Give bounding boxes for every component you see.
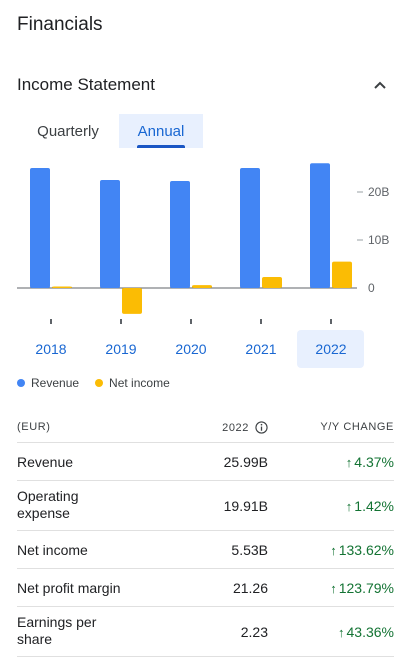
x-tick-mark xyxy=(120,319,122,324)
year-label-2020[interactable]: 2020 xyxy=(175,341,206,357)
income-statement-header[interactable]: Income Statement xyxy=(17,73,394,97)
net-income-bar-2021[interactable] xyxy=(262,276,282,288)
net-income-bar-2019[interactable] xyxy=(122,288,142,314)
chart-legend: Revenue Net income xyxy=(17,376,186,390)
table-row: Earnings per share 2.23 ↑ 43.36% xyxy=(17,607,394,657)
financials-table: (EUR) 2022 Y/Y CHANGE Revenue 25.99B ↑ 4.37… xyxy=(17,413,394,657)
y-tick-label: 20B xyxy=(368,185,389,199)
row-value: 2.23 xyxy=(240,624,268,640)
row-label: Operating expense xyxy=(17,488,78,522)
y-tick-label: 10B xyxy=(368,233,389,247)
row-value: 25.99B xyxy=(223,454,268,470)
row-change: ↑ 133.62% xyxy=(330,542,394,558)
row-value: 21.26 xyxy=(232,580,268,596)
table-row: Net income 5.53B ↑ 133.62% xyxy=(17,531,394,569)
legend-label-revenue: Revenue xyxy=(31,376,80,390)
tab-annual[interactable]: Annual xyxy=(119,114,203,148)
change-header: Y/Y CHANGE xyxy=(320,421,394,433)
row-label-line1: Net income xyxy=(17,542,88,558)
table-row: Net profit margin 21.26 ↑ 123.79% xyxy=(17,569,394,607)
year-label-2019[interactable]: 2019 xyxy=(105,341,136,357)
row-value: 5.53B xyxy=(231,542,268,558)
legend-label-net-income: Net income xyxy=(109,376,170,390)
x-tick-mark xyxy=(190,319,192,324)
x-tick-mark xyxy=(50,319,52,324)
row-label: Net profit margin xyxy=(17,580,120,597)
revenue-bar-2020[interactable] xyxy=(170,180,190,288)
row-change-value: 43.36% xyxy=(346,624,394,640)
info-icon[interactable] xyxy=(255,421,268,434)
section-title: Income Statement xyxy=(17,75,155,94)
revenue-bar-2022[interactable] xyxy=(310,163,330,288)
row-label-line2: share xyxy=(17,631,53,647)
arrow-up-icon: ↑ xyxy=(345,455,353,470)
arrow-up-icon: ↑ xyxy=(330,581,337,596)
row-change: ↑ 43.36% xyxy=(338,624,394,640)
net-income-bar-2020[interactable] xyxy=(192,285,212,288)
y-tick-label: 0 xyxy=(368,281,375,295)
chevron-up-icon[interactable] xyxy=(372,77,388,93)
row-value: 19.91B xyxy=(223,498,268,514)
arrow-up-icon: ↑ xyxy=(345,499,353,514)
net-income-bar-2022[interactable] xyxy=(332,261,352,288)
row-change: ↑ 123.79% xyxy=(330,580,394,596)
selected-year-highlight xyxy=(297,330,364,368)
year-label-2018[interactable]: 2018 xyxy=(35,341,66,357)
year-label-2022[interactable]: 2022 xyxy=(315,341,346,357)
row-change-value: 123.79% xyxy=(338,580,394,596)
arrow-up-icon: ↑ xyxy=(338,625,345,640)
row-label: Revenue xyxy=(17,454,73,471)
x-tick-mark xyxy=(260,319,262,324)
row-label: Earnings per share xyxy=(17,614,96,648)
row-label-line1: Revenue xyxy=(17,454,74,470)
row-change-value: 4.37% xyxy=(354,454,394,470)
revenue-bar-2018[interactable] xyxy=(30,168,50,288)
x-tick-mark xyxy=(330,319,332,324)
arrow-up-icon: ↑ xyxy=(330,543,337,558)
year-label-2021[interactable]: 2021 xyxy=(245,341,276,357)
net-income-bar-2018[interactable] xyxy=(52,286,72,289)
year-header: 2022 xyxy=(222,421,268,434)
legend-dot-net-income xyxy=(95,379,104,387)
year-header-label: 2022 xyxy=(222,421,249,434)
row-label-line1: Net profit margin xyxy=(17,580,121,596)
row-change-value: 1.42% xyxy=(354,498,394,514)
row-label-line1: Earnings per xyxy=(17,614,97,630)
table-row: Operating expense 19.91B ↑ 1.42% xyxy=(17,481,394,531)
page-title: Financials xyxy=(17,14,103,35)
income-chart: 20B 10B 0 2018 2019 2020 2021 2022 xyxy=(17,163,389,368)
table-row: Revenue 25.99B ↑ 4.37% xyxy=(17,443,394,481)
legend-dot-revenue xyxy=(17,379,25,387)
revenue-bar-2021[interactable] xyxy=(240,168,260,288)
row-label: Net income xyxy=(17,542,88,559)
row-change: ↑ 1.42% xyxy=(346,498,394,514)
row-label-line2: expense xyxy=(17,505,70,521)
revenue-bar-2019[interactable] xyxy=(100,180,120,288)
table-header: (EUR) 2022 Y/Y CHANGE xyxy=(17,413,394,443)
legend-revenue: Revenue xyxy=(17,376,79,390)
row-change: ↑ 4.37% xyxy=(346,454,394,470)
row-change-value: 133.62% xyxy=(338,542,394,558)
currency-label: (EUR) xyxy=(17,421,51,433)
legend-net-income: Net income xyxy=(95,376,170,390)
tab-quarterly[interactable]: Quarterly xyxy=(37,122,99,140)
row-label-line1: Operating xyxy=(17,488,79,504)
